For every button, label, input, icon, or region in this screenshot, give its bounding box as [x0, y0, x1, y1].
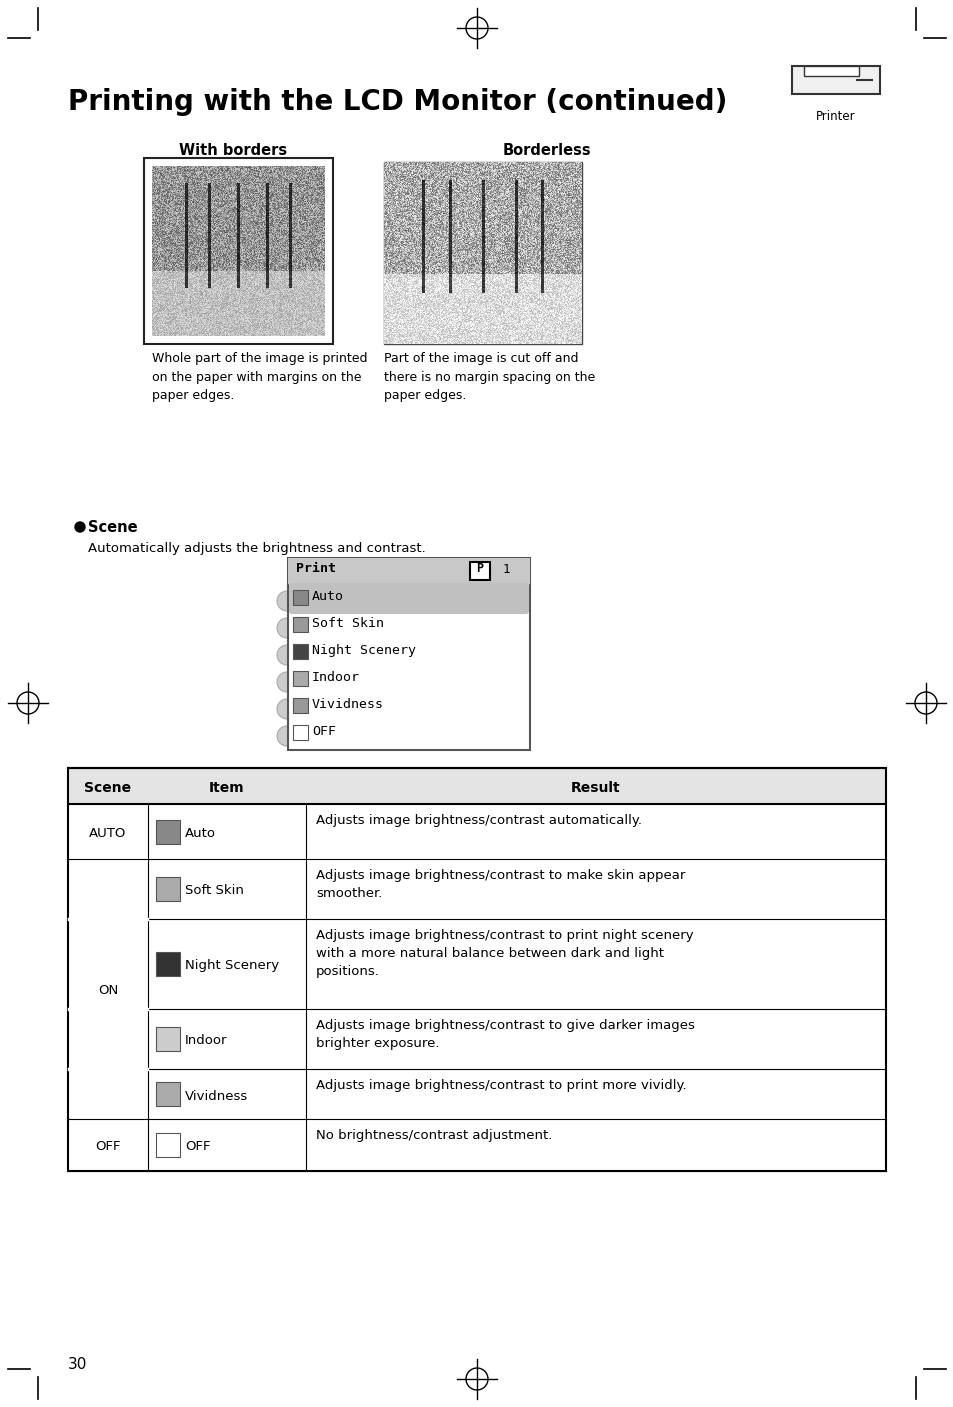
Text: Adjusts image brightness/contrast to make skin appear
smoother.: Adjusts image brightness/contrast to mak… — [315, 870, 684, 900]
Text: Adjusts image brightness/contrast automatically.: Adjusts image brightness/contrast automa… — [315, 815, 641, 827]
Text: Auto: Auto — [185, 827, 215, 840]
Text: Adjusts image brightness/contrast to print more vividly.: Adjusts image brightness/contrast to pri… — [315, 1079, 686, 1092]
Text: Soft Skin: Soft Skin — [185, 885, 244, 898]
Bar — [68, 1009, 885, 1069]
Circle shape — [75, 522, 85, 532]
Bar — [293, 671, 308, 687]
Text: 30: 30 — [68, 1356, 88, 1372]
Text: Item: Item — [209, 781, 245, 795]
Text: No brightness/contrast adjustment.: No brightness/contrast adjustment. — [315, 1128, 552, 1142]
Text: Borderless: Borderless — [502, 144, 591, 158]
Bar — [68, 803, 885, 860]
Text: Vividness: Vividness — [312, 698, 384, 711]
Text: OFF: OFF — [185, 1141, 211, 1154]
Bar — [293, 644, 308, 658]
Bar — [68, 1119, 885, 1171]
Circle shape — [276, 699, 296, 719]
Text: 1: 1 — [501, 563, 509, 575]
Text: AUTO: AUTO — [90, 827, 127, 840]
Circle shape — [276, 726, 296, 746]
Circle shape — [276, 618, 296, 637]
Text: Print: Print — [295, 561, 335, 575]
Bar — [288, 559, 530, 584]
Circle shape — [276, 591, 296, 611]
Bar — [288, 559, 530, 750]
Bar — [156, 877, 180, 900]
Bar — [384, 162, 581, 343]
Text: With borders: With borders — [179, 144, 287, 158]
Bar — [470, 561, 490, 580]
Bar — [293, 590, 308, 605]
Bar — [144, 158, 333, 343]
Bar — [803, 66, 858, 76]
Bar — [68, 860, 885, 919]
Text: Scene: Scene — [85, 781, 132, 795]
Text: Indoor: Indoor — [312, 671, 359, 684]
Bar — [156, 1082, 180, 1106]
Text: Adjusts image brightness/contrast to give darker images
brighter exposure.: Adjusts image brightness/contrast to giv… — [315, 1019, 694, 1050]
Text: Automatically adjusts the brightness and contrast.: Automatically adjusts the brightness and… — [88, 542, 425, 554]
Text: P: P — [476, 561, 483, 575]
Bar — [156, 1027, 180, 1051]
Text: Scene: Scene — [88, 521, 137, 535]
Text: Night Scenery: Night Scenery — [312, 644, 416, 657]
Bar — [68, 1069, 885, 1119]
Bar — [68, 768, 885, 1171]
Text: ON: ON — [98, 985, 118, 998]
Bar — [68, 768, 885, 803]
Bar — [791, 66, 879, 94]
Circle shape — [276, 673, 296, 692]
Text: Night Scenery: Night Scenery — [185, 960, 279, 972]
Circle shape — [276, 644, 296, 666]
Text: Result: Result — [571, 781, 620, 795]
Bar — [156, 953, 180, 976]
Bar — [293, 725, 308, 740]
Text: OFF: OFF — [95, 1141, 121, 1154]
Text: Vividness: Vividness — [185, 1089, 248, 1103]
Text: Part of the image is cut off and
there is no margin spacing on the
paper edges.: Part of the image is cut off and there i… — [384, 352, 595, 402]
Bar — [156, 1133, 180, 1157]
Text: Printer: Printer — [816, 110, 855, 122]
Text: Auto: Auto — [312, 590, 344, 604]
Text: Adjusts image brightness/contrast to print night scenery
with a more natural bal: Adjusts image brightness/contrast to pri… — [315, 929, 693, 978]
Bar — [156, 819, 180, 844]
Bar — [293, 618, 308, 632]
Bar — [68, 919, 885, 1009]
Text: Whole part of the image is printed
on the paper with margins on the
paper edges.: Whole part of the image is printed on th… — [152, 352, 367, 402]
FancyBboxPatch shape — [289, 582, 529, 613]
Text: Indoor: Indoor — [185, 1034, 227, 1047]
Bar — [293, 698, 308, 713]
Text: Soft Skin: Soft Skin — [312, 618, 384, 630]
Text: Printing with the LCD Monitor (continued): Printing with the LCD Monitor (continued… — [68, 89, 726, 115]
Text: OFF: OFF — [312, 725, 335, 739]
